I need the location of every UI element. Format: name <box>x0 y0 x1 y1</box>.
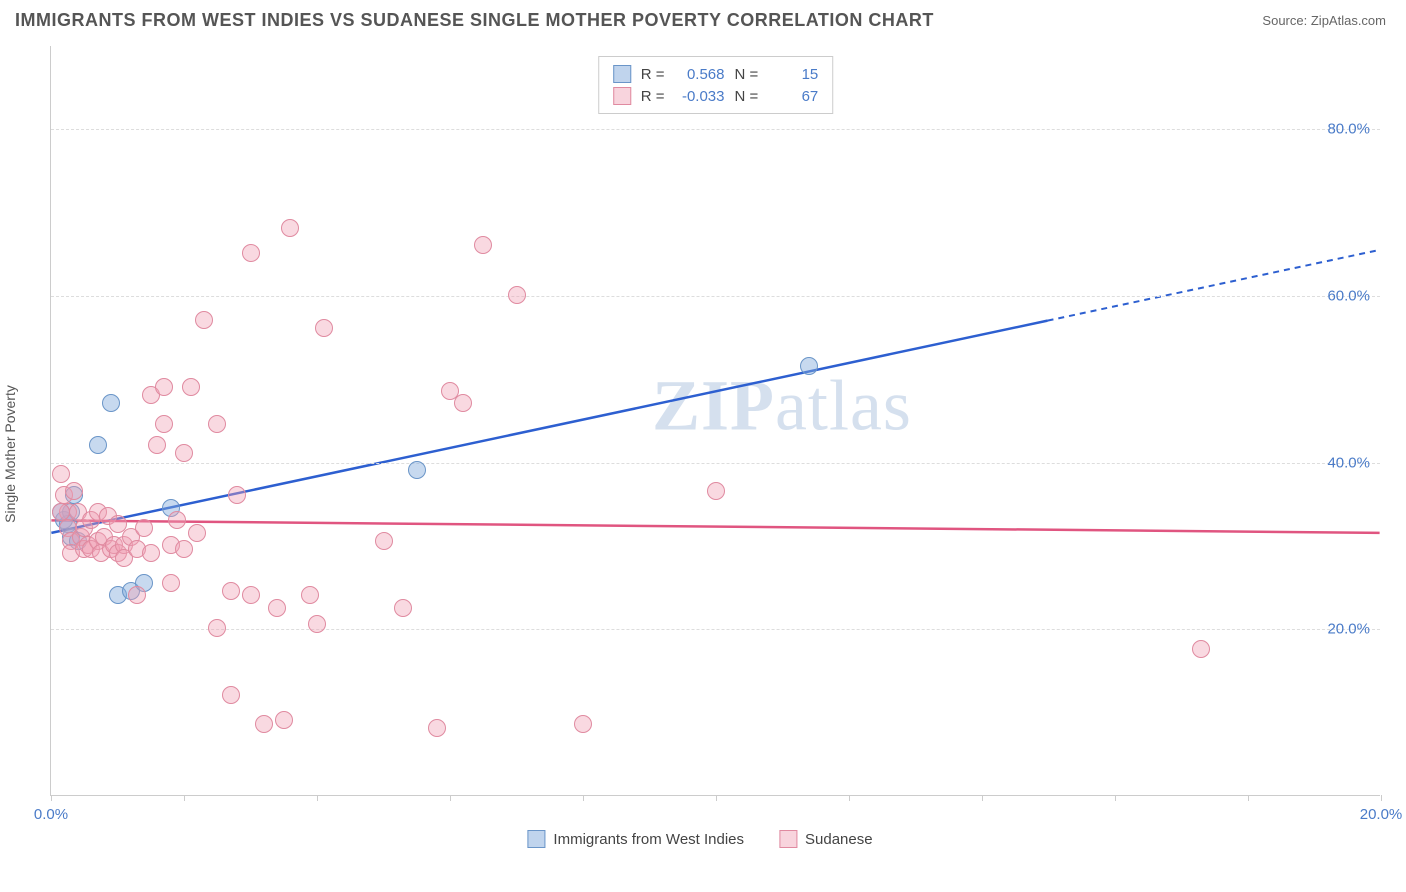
grid-line <box>51 296 1380 297</box>
scatter-point <box>222 582 240 600</box>
stats-row-series1: R = 0.568 N = 15 <box>613 63 819 85</box>
bottom-legend: Immigrants from West Indies Sudanese <box>527 830 872 848</box>
scatter-point <box>301 586 319 604</box>
stats-row-series2: R = -0.033 N = 67 <box>613 85 819 107</box>
n-label: N = <box>735 88 759 105</box>
scatter-point <box>315 319 333 337</box>
scatter-point <box>800 357 818 375</box>
scatter-point <box>52 503 70 521</box>
scatter-point <box>208 415 226 433</box>
x-tick <box>1115 795 1116 801</box>
scatter-point <box>148 436 166 454</box>
n-value-2: 67 <box>768 88 818 105</box>
x-tick <box>1248 795 1249 801</box>
scatter-point <box>65 482 83 500</box>
scatter-point <box>102 394 120 412</box>
scatter-point <box>52 465 70 483</box>
scatter-point <box>128 586 146 604</box>
scatter-point <box>408 461 426 479</box>
x-tick <box>849 795 850 801</box>
x-tick <box>317 795 318 801</box>
r-value-1: 0.568 <box>675 66 725 83</box>
r-value-2: -0.033 <box>675 88 725 105</box>
scatter-point <box>162 574 180 592</box>
scatter-point <box>508 286 526 304</box>
x-tick <box>1381 795 1382 801</box>
y-tick-label: 60.0% <box>1327 288 1370 305</box>
scatter-point <box>281 219 299 237</box>
plot-area: ZIPatlas R = 0.568 N = 15 R = -0.033 N =… <box>50 46 1380 796</box>
source-name: ZipAtlas.com <box>1311 13 1386 28</box>
x-tick <box>450 795 451 801</box>
scatter-point <box>574 715 592 733</box>
scatter-point <box>155 415 173 433</box>
chart-container: Single Mother Poverty ZIPatlas R = 0.568… <box>15 36 1385 856</box>
scatter-point <box>275 711 293 729</box>
trend-line <box>51 321 1047 533</box>
correlation-stats-box: R = 0.568 N = 15 R = -0.033 N = 67 <box>598 56 834 114</box>
scatter-point <box>394 599 412 617</box>
watermark-atlas: atlas <box>775 365 912 445</box>
scatter-point <box>308 615 326 633</box>
scatter-point <box>242 586 260 604</box>
scatter-point <box>188 524 206 542</box>
y-tick-label: 80.0% <box>1327 121 1370 138</box>
y-tick-label: 40.0% <box>1327 454 1370 471</box>
legend-item-2: Sudanese <box>779 830 873 848</box>
watermark-zip: ZIP <box>652 365 775 445</box>
grid-line <box>51 129 1380 130</box>
y-axis-label: Single Mother Poverty <box>2 385 18 523</box>
trend-lines-svg <box>51 46 1380 795</box>
scatter-point <box>268 599 286 617</box>
source-label: Source: <box>1262 13 1307 28</box>
y-tick-label: 20.0% <box>1327 621 1370 638</box>
r-label: R = <box>641 66 665 83</box>
x-tick <box>184 795 185 801</box>
scatter-point <box>428 719 446 737</box>
watermark: ZIPatlas <box>652 364 912 447</box>
x-tick-label: 20.0% <box>1360 806 1403 823</box>
n-value-1: 15 <box>768 66 818 83</box>
scatter-point <box>255 715 273 733</box>
scatter-point <box>195 311 213 329</box>
swatch-pink-icon <box>613 87 631 105</box>
x-tick <box>982 795 983 801</box>
scatter-point <box>454 394 472 412</box>
x-tick-label: 0.0% <box>34 806 68 823</box>
scatter-point <box>155 378 173 396</box>
scatter-point <box>135 519 153 537</box>
chart-title: IMMIGRANTS FROM WEST INDIES VS SUDANESE … <box>15 10 934 31</box>
swatch-blue-icon <box>613 65 631 83</box>
scatter-point <box>375 532 393 550</box>
source-attribution: Source: ZipAtlas.com <box>1262 13 1386 28</box>
scatter-point <box>228 486 246 504</box>
r-label: R = <box>641 88 665 105</box>
scatter-point <box>208 619 226 637</box>
trend-line-extrapolated <box>1048 250 1380 321</box>
scatter-point <box>175 444 193 462</box>
scatter-point <box>89 436 107 454</box>
scatter-point <box>1192 640 1210 658</box>
n-label: N = <box>735 66 759 83</box>
grid-line <box>51 463 1380 464</box>
x-tick <box>583 795 584 801</box>
trend-line <box>51 520 1379 532</box>
legend-label-2: Sudanese <box>805 831 873 848</box>
legend-label-1: Immigrants from West Indies <box>553 831 744 848</box>
chart-header: IMMIGRANTS FROM WEST INDIES VS SUDANESE … <box>0 0 1406 36</box>
scatter-point <box>474 236 492 254</box>
scatter-point <box>222 686 240 704</box>
x-tick <box>51 795 52 801</box>
scatter-point <box>182 378 200 396</box>
scatter-point <box>168 511 186 529</box>
scatter-point <box>242 244 260 262</box>
scatter-point <box>175 540 193 558</box>
scatter-point <box>707 482 725 500</box>
swatch-pink-icon <box>779 830 797 848</box>
swatch-blue-icon <box>527 830 545 848</box>
grid-line <box>51 629 1380 630</box>
x-tick <box>716 795 717 801</box>
legend-item-1: Immigrants from West Indies <box>527 830 744 848</box>
scatter-point <box>142 544 160 562</box>
